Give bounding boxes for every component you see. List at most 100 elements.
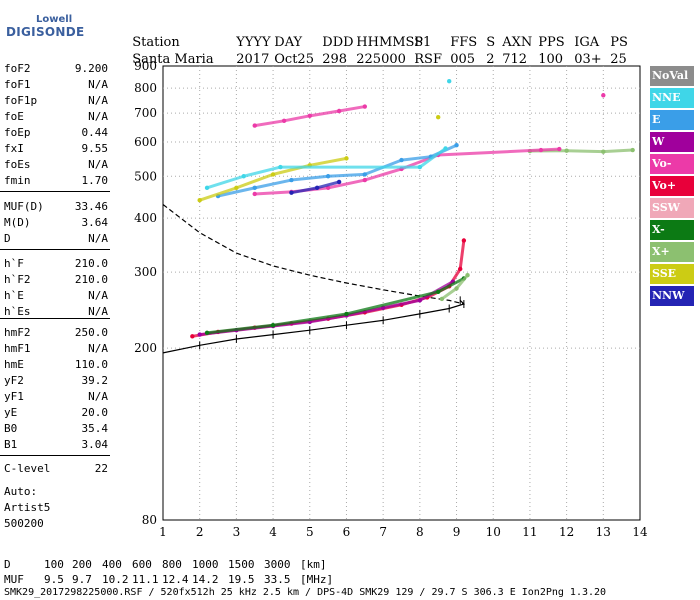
echo-trace-segment [308, 156, 348, 167]
footer-d-unit: [km] [300, 558, 327, 571]
echo-trace-segment [337, 105, 367, 113]
echo-point [564, 148, 569, 153]
footer-muf-unit: [MHz] [300, 573, 334, 586]
echo-point [289, 177, 294, 183]
header-label-ddd: DDD [322, 35, 354, 50]
x-tick-label: 9 [453, 525, 461, 539]
echo-trace-segment [565, 149, 605, 154]
echo-trace-segment [253, 178, 293, 190]
header-value-axn: 712 [502, 52, 528, 67]
header-label-yyyy: YYYY [236, 35, 271, 50]
header-value-station: Santa Maria [132, 52, 214, 67]
legend-item-e: E [650, 110, 694, 130]
param-name: hmE [4, 358, 24, 371]
lowell-logo-text: Lowell [36, 14, 73, 25]
footer-muf-value-5: 12.4 [162, 573, 189, 586]
echo-point [289, 190, 294, 195]
header-labels-row: Station YYYY DAY DDD HHMMSSP1 FFS S AXN PPS IGA PS [124, 20, 634, 50]
param-name: foE [4, 110, 24, 123]
echo-trace-segment [539, 147, 561, 152]
param-name: yF2 [4, 374, 24, 387]
param-value: N/A [88, 110, 108, 123]
echo-trace-segment [242, 165, 282, 178]
echo-point [417, 164, 423, 170]
y-tick-label: 700 [134, 106, 157, 120]
echo-point [252, 185, 257, 191]
param-value: 33.46 [74, 200, 108, 213]
echo-trace-segment [253, 119, 286, 128]
echo-trace-segment [216, 186, 257, 198]
footer-muf-row: MUF 9.5 9.7 10.2 11.1 12.4 14.2 19.5 33.5 [MHz] [4, 573, 333, 586]
param-value: N/A [88, 390, 108, 403]
x-tick-label: 7 [379, 525, 387, 539]
footer-muf-value-3: 10.2 [102, 573, 129, 586]
param-value: 35.4 [81, 422, 109, 435]
legend-item-vo: Vo- [650, 154, 694, 174]
param-name: B1 [4, 438, 18, 451]
profile-line-dashed [162, 204, 465, 305]
echo-trace-segment [289, 186, 319, 195]
param-value: N/A [88, 342, 108, 355]
echo-point [601, 149, 606, 154]
footer-muf-value-4: 11.1 [132, 573, 159, 586]
panel-separator [0, 318, 110, 319]
legend-item-sse: SSE [650, 264, 694, 284]
legend-item-nnw: NNW [650, 286, 694, 306]
echo-trace-segment [440, 286, 459, 301]
footer-d-value-8: 3000 [264, 558, 291, 571]
echo-point [538, 147, 544, 153]
param-value: N/A [88, 232, 108, 245]
legend-item-nne: NNE [650, 88, 694, 108]
param-name: yF1 [4, 390, 24, 403]
param-value: N/A [88, 94, 108, 107]
header-value-yyyy: 2017 [236, 52, 270, 67]
x-tick-label: 1 [159, 525, 167, 539]
echo-trace-segment [455, 273, 470, 290]
param-name: h`E [4, 289, 24, 302]
x-tick-label: 2 [196, 525, 204, 539]
echo-trace-segment [436, 148, 543, 157]
x-tick-label: 8 [416, 525, 424, 539]
echo-trace-segment [363, 167, 403, 182]
header-value-day: Oct25 [274, 52, 314, 67]
legend-item-ssw: SSW [650, 198, 694, 218]
param-value: N/A [88, 158, 108, 171]
echo-point [278, 164, 283, 170]
legend-item-noval: NoVal [650, 66, 694, 86]
header-label-pps: PPS [538, 35, 565, 50]
param-row-fof2: foF2 9.200 [4, 62, 108, 75]
echo-point [204, 330, 210, 336]
echo-trace-segment [289, 174, 330, 182]
param-row-c-level: C-level 22 [4, 462, 108, 475]
echo-point [314, 185, 320, 191]
param-value: N/A [88, 289, 108, 302]
echo-point [447, 78, 452, 84]
param-name: foF2 [4, 62, 31, 75]
auto-name: Artist5 [4, 501, 51, 514]
param-row-hmf2: hmF2 250.0 [4, 326, 108, 339]
param-name: B0 [4, 422, 18, 435]
param-value: 0.44 [81, 126, 109, 139]
echo-trace-segment [326, 178, 367, 190]
y-tick-label: 600 [134, 135, 157, 149]
param-row-hmf1: hmF1 N/A [4, 342, 108, 355]
echo-trace-segment [282, 114, 312, 123]
param-name: fxI [4, 142, 24, 155]
x-tick-label: 5 [306, 525, 314, 539]
header-value-ps: 25 [610, 52, 627, 67]
footer-d-value-7: 1500 [228, 558, 255, 571]
echo-point [461, 238, 467, 243]
param-name: h`Es [4, 305, 31, 318]
echo-point [601, 93, 606, 98]
param-row-foes: foEs N/A [4, 158, 108, 171]
echo-point [362, 172, 368, 177]
footer-d-label: D [4, 558, 11, 571]
echo-point [270, 172, 276, 177]
echo-point [270, 323, 276, 328]
param-row-yf2: yF2 39.2 [4, 374, 108, 387]
param-name: yE [4, 406, 18, 419]
echo-point [252, 123, 257, 128]
footer-muf-value-7: 19.5 [228, 573, 255, 586]
param-row-hme: hmE 110.0 [4, 358, 108, 371]
